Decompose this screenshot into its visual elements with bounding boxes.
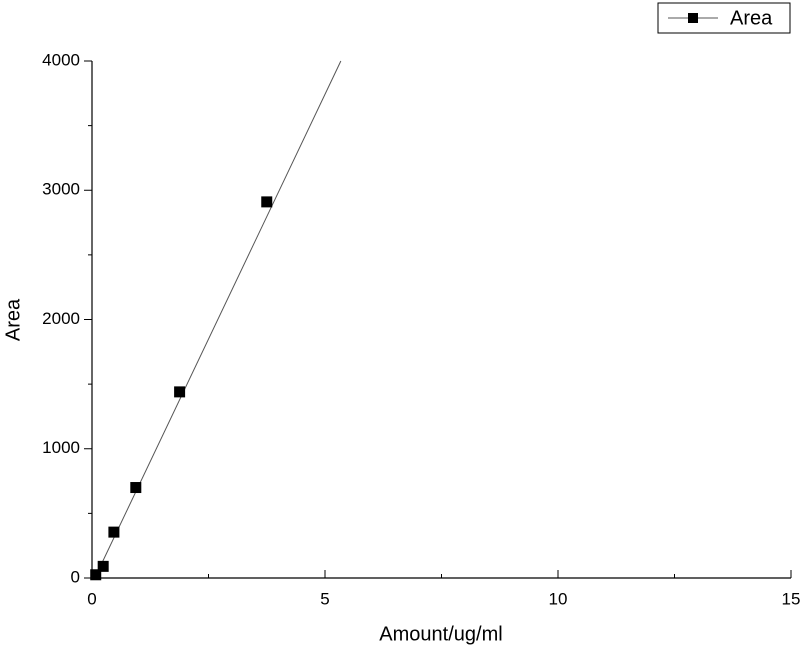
x-tick-label: 0 bbox=[87, 589, 96, 608]
point bbox=[90, 569, 102, 581]
y-tick-label: 2000 bbox=[42, 309, 80, 328]
point bbox=[97, 560, 109, 572]
y-tick-label: 3000 bbox=[42, 180, 80, 199]
point bbox=[261, 196, 273, 208]
y-tick-label: 1000 bbox=[42, 438, 80, 457]
x-tick-label: 5 bbox=[320, 589, 329, 608]
y-tick-label: 4000 bbox=[42, 50, 80, 69]
y-tick-label: 0 bbox=[71, 567, 80, 586]
y-axis-title: Area bbox=[2, 298, 24, 341]
fit-line bbox=[94, 60, 342, 579]
legend-marker bbox=[688, 13, 698, 23]
point bbox=[108, 526, 120, 538]
legend-label: Area bbox=[730, 7, 773, 29]
point bbox=[130, 482, 142, 494]
x-tick-label: 15 bbox=[782, 589, 801, 608]
point bbox=[174, 386, 186, 398]
x-axis-title: Amount/ug/ml bbox=[379, 623, 502, 645]
x-tick-label: 10 bbox=[549, 589, 568, 608]
